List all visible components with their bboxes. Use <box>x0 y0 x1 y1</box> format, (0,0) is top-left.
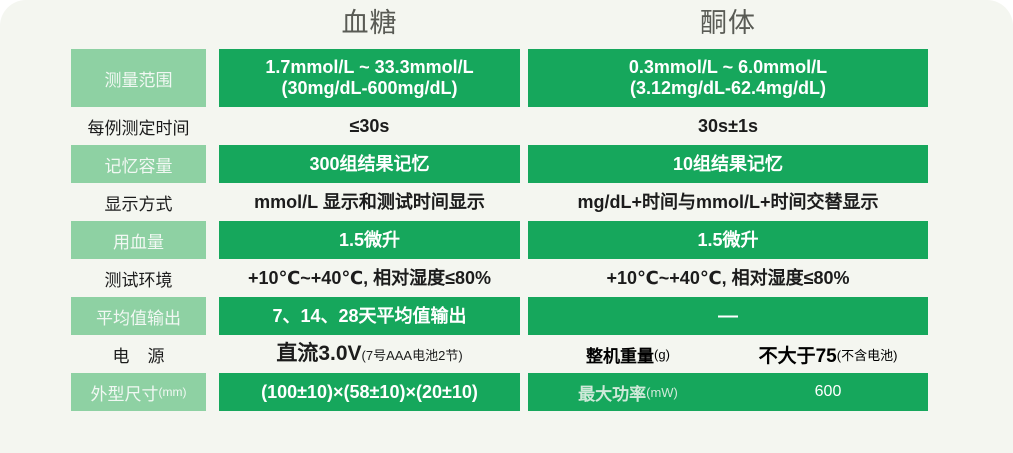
value-test-time-glucose: ≤30s <box>219 107 520 145</box>
value-text: 1.5微升 <box>697 229 759 250</box>
value-measurement-range-glucose: 1.7mmol/L ~ 33.3mmol/L (30mg/dL-600mg/dL… <box>219 49 520 107</box>
table-row: 记忆容量 300组结果记忆 10组结果记忆 <box>0 145 1013 183</box>
value-text: ≤30s <box>349 115 390 136</box>
value-text: 10组结果记忆 <box>672 153 784 174</box>
row-label-blood-volume: 用血量 <box>71 221 206 259</box>
column-headers: 血糖 酮体 <box>0 4 1013 46</box>
value-text: — <box>718 304 738 327</box>
value-text: (100±10)×(58±10)×(20±10) <box>261 381 478 402</box>
value-text: 30s±1s <box>698 115 758 136</box>
value-text: mg/dL+时间与mmol/L+时间交替显示 <box>577 191 879 212</box>
value-line-1: 0.3mmol/L ~ 6.0mmol/L <box>628 57 828 78</box>
value-text: +10℃~+40℃, 相对湿度≤80% <box>606 267 850 288</box>
value-display-mode-glucose: mmol/L 显示和测试时间显示 <box>219 183 520 221</box>
row-label-max-power: 最大功率 (mW) <box>528 373 728 411</box>
row-label-net-weight: 整机重量 (g) <box>528 335 728 373</box>
row-label-memory-capacity: 记忆容量 <box>71 145 206 183</box>
value-text: 300组结果记忆 <box>309 153 430 174</box>
value-test-environment-ketone: +10℃~+40℃, 相对湿度≤80% <box>528 259 928 297</box>
value-text: 7、14、28天平均值输出 <box>272 305 467 326</box>
value-text: 1.5微升 <box>338 229 401 250</box>
value-test-time-ketone: 30s±1s <box>528 107 928 145</box>
value-line-2: (30mg/dL-600mg/dL) <box>281 78 458 98</box>
row-label-power-source: 电源 <box>112 346 183 366</box>
row-label-test-time: 每例测定时间 <box>87 118 190 138</box>
max-power-unit: (mW) <box>646 384 678 400</box>
value-display-mode-ketone: mg/dL+时间与mmol/L+时间交替显示 <box>528 183 928 221</box>
row-label-test-environment: 测试环境 <box>104 270 173 290</box>
table-row: 每例测定时间 ≤30s 30s±1s <box>0 107 1013 145</box>
value-line-2: (3.12mg/dL-62.4mg/dL) <box>629 78 827 98</box>
row-label-measurement-range: 测量范围 <box>71 49 206 107</box>
value-line-1: 1.7mmol/L ~ 33.3mmol/L <box>265 57 474 78</box>
value-net-weight: 不大于75 (不含电池) <box>728 335 928 373</box>
value-average-output-ketone: — <box>528 297 928 335</box>
value-memory-capacity-glucose: 300组结果记忆 <box>219 145 520 183</box>
power-main-value: 直流3.0V <box>276 341 362 365</box>
table-row: 平均值输出 7、14、28天平均值输出 — <box>0 297 1013 335</box>
net-weight-value-text: 不大于75 <box>758 345 837 367</box>
value-blood-volume-glucose: 1.5微升 <box>219 221 520 259</box>
value-power-source: 直流3.0V(7号AAA电池2节) <box>219 335 520 373</box>
value-test-environment-glucose: +10℃~+40℃, 相对湿度≤80% <box>219 259 520 297</box>
net-weight-unit: (g) <box>654 346 670 362</box>
value-average-output-glucose: 7、14、28天平均值输出 <box>219 297 520 335</box>
table-row: 测量范围 1.7mmol/L ~ 33.3mmol/L (30mg/dL-600… <box>0 49 1013 107</box>
table-row: 电源 直流3.0V(7号AAA电池2节) 整机重量 (g) 不大于75 (不含电池) <box>0 335 1013 373</box>
power-note: (7号AAA电池2节) <box>361 347 463 363</box>
table-row: 显示方式 mmol/L 显示和测试时间显示 mg/dL+时间与mmol/L+时间… <box>0 183 1013 221</box>
dimensions-label-text: 外型尺寸 <box>90 384 159 404</box>
spec-grid: 测量范围 1.7mmol/L ~ 33.3mmol/L (30mg/dL-600… <box>0 49 1013 411</box>
table-row: 外型尺寸 (mm) (100±10)×(58±10)×(20±10) 最大功率 (m… <box>0 373 1013 411</box>
row-label-dimensions: 外型尺寸 (mm) <box>71 373 206 411</box>
table-row: 用血量 1.5微升 1.5微升 <box>0 221 1013 259</box>
value-memory-capacity-ketone: 10组结果记忆 <box>528 145 928 183</box>
max-power-value-text: 600 <box>814 383 842 400</box>
value-measurement-range-ketone: 0.3mmol/L ~ 6.0mmol/L (3.12mg/dL-62.4mg/… <box>528 49 928 107</box>
net-weight-label-text: 整机重量 <box>586 346 655 366</box>
value-dimensions: (100±10)×(58±10)×(20±10) <box>219 373 520 411</box>
value-text: mmol/L 显示和测试时间显示 <box>254 191 485 212</box>
value-text: +10℃~+40℃, 相对湿度≤80% <box>247 267 492 288</box>
value-blood-volume-ketone: 1.5微升 <box>528 221 928 259</box>
table-row: 测试环境 +10℃~+40℃, 相对湿度≤80% +10℃~+40℃, 相对湿度… <box>0 259 1013 297</box>
column-header-blood-glucose: 血糖 <box>341 8 398 38</box>
column-header-ketone: 酮体 <box>700 8 756 38</box>
value-max-power: 600 <box>728 373 928 411</box>
max-power-label-text: 最大功率 <box>578 384 647 404</box>
row-label-average-output: 平均值输出 <box>71 297 206 335</box>
dimensions-unit: (mm) <box>158 385 187 399</box>
net-weight-note: (不含电池) <box>836 347 898 363</box>
row-label-display-mode: 显示方式 <box>104 194 173 214</box>
